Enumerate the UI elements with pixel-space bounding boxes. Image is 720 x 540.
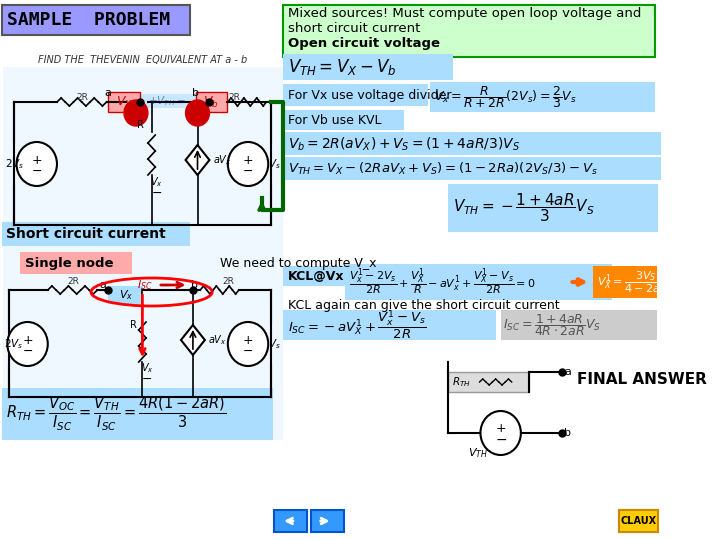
FancyBboxPatch shape — [3, 278, 283, 440]
Text: $-$: $-$ — [243, 164, 253, 177]
Circle shape — [17, 142, 57, 186]
Text: $-$: $-$ — [150, 186, 162, 199]
Text: $aV_x$: $aV_x$ — [213, 153, 232, 167]
Text: $aV_x$: $aV_x$ — [207, 333, 226, 347]
Text: Mixed sources! Must compute open loop voltage and: Mixed sources! Must compute open loop vo… — [287, 8, 641, 21]
Text: +: + — [32, 153, 42, 166]
Text: $V_{TH}$: $V_{TH}$ — [468, 446, 487, 460]
Circle shape — [228, 142, 269, 186]
Text: FINAL ANSWER: FINAL ANSWER — [577, 373, 707, 388]
Text: For Vx use voltage divider: For Vx use voltage divider — [287, 89, 451, 102]
Text: $\dfrac{V_x^1-2V_s}{2R}+\dfrac{V_X^1}{R}-aV_x^1+\dfrac{V_X^1-V_s}{2R}=0$: $\dfrac{V_x^1-2V_s}{2R}+\dfrac{V_X^1}{R}… — [349, 266, 536, 298]
Circle shape — [7, 322, 48, 366]
FancyBboxPatch shape — [136, 94, 199, 108]
Text: $V_{TH} = V_X - V_b$: $V_{TH} = V_X - V_b$ — [287, 57, 396, 77]
Text: $V_s$: $V_s$ — [269, 157, 281, 171]
FancyBboxPatch shape — [310, 510, 343, 532]
Text: +: + — [22, 334, 33, 347]
Text: Short circuit current: Short circuit current — [6, 227, 166, 241]
FancyBboxPatch shape — [283, 310, 496, 340]
Text: Open circuit voltage: Open circuit voltage — [287, 37, 439, 51]
Text: a: a — [99, 280, 107, 290]
FancyBboxPatch shape — [619, 510, 658, 532]
Circle shape — [186, 100, 210, 126]
Text: FIND THE  THEVENIN  EQUIVALENT AT a - b: FIND THE THEVENIN EQUIVALENT AT a - b — [37, 55, 247, 65]
FancyBboxPatch shape — [283, 5, 655, 57]
Circle shape — [124, 100, 148, 126]
Text: +: + — [243, 334, 253, 347]
Text: $V_x$: $V_x$ — [150, 175, 163, 189]
Text: We need to compute V_x: We need to compute V_x — [220, 256, 377, 269]
FancyBboxPatch shape — [2, 388, 273, 440]
Text: $V_X$: $V_X$ — [116, 94, 132, 110]
Text: KCL@Vx: KCL@Vx — [287, 269, 344, 282]
Text: +: + — [243, 153, 253, 166]
Text: For Vb use KVL: For Vb use KVL — [287, 113, 381, 126]
Text: $-$: $-$ — [31, 164, 42, 177]
FancyBboxPatch shape — [2, 222, 190, 246]
Text: a: a — [104, 88, 111, 98]
Text: 2R: 2R — [222, 278, 234, 287]
Text: 2R: 2R — [68, 278, 79, 287]
FancyBboxPatch shape — [109, 92, 140, 112]
Text: $2V_s$: $2V_s$ — [4, 157, 24, 171]
Text: $V_x$: $V_x$ — [119, 288, 133, 302]
Text: $V_b$: $V_b$ — [204, 94, 219, 110]
FancyBboxPatch shape — [283, 54, 453, 80]
Text: $2V_s$: $2V_s$ — [4, 337, 23, 351]
FancyBboxPatch shape — [274, 510, 307, 532]
Polygon shape — [181, 325, 205, 355]
FancyBboxPatch shape — [283, 157, 662, 180]
Text: b: b — [192, 88, 199, 98]
Text: $+V_{TH}-$: $+V_{TH}-$ — [148, 94, 186, 108]
FancyBboxPatch shape — [283, 110, 404, 130]
FancyBboxPatch shape — [3, 67, 283, 295]
Polygon shape — [186, 145, 210, 175]
FancyBboxPatch shape — [500, 310, 657, 340]
FancyBboxPatch shape — [346, 264, 612, 300]
Text: 2R: 2R — [228, 92, 240, 102]
FancyBboxPatch shape — [593, 266, 657, 298]
Text: b: b — [564, 428, 571, 438]
FancyBboxPatch shape — [283, 266, 346, 286]
Text: $V_x = \dfrac{R}{R+2R}(2V_s) = \dfrac{2}{3}V_s$: $V_x = \dfrac{R}{R+2R}(2V_s) = \dfrac{2}… — [433, 84, 576, 110]
Text: $R_{TH}$: $R_{TH}$ — [452, 375, 471, 389]
Text: CLAUX: CLAUX — [621, 516, 657, 526]
FancyBboxPatch shape — [196, 92, 227, 112]
Text: $-$: $-$ — [243, 343, 253, 356]
Text: Single node: Single node — [24, 256, 113, 269]
Text: a: a — [564, 367, 571, 377]
Text: $I_{SC}=\dfrac{1+4aR}{4R\cdot 2aR}V_S$: $I_{SC}=\dfrac{1+4aR}{4R\cdot 2aR}V_S$ — [503, 312, 602, 338]
Text: $R_{TH} = \dfrac{V_{OC}}{I_{SC}} = \dfrac{V_{TH}}{I_{SC}} = \dfrac{4R(1-2aR)}{3}: $R_{TH} = \dfrac{V_{OC}}{I_{SC}} = \dfra… — [6, 395, 227, 433]
Text: b: b — [192, 280, 198, 290]
FancyBboxPatch shape — [109, 286, 143, 304]
Text: short circuit current: short circuit current — [287, 23, 420, 36]
Text: $V_{TH} = -\dfrac{1+4aR}{3}V_S$: $V_{TH} = -\dfrac{1+4aR}{3}V_S$ — [453, 192, 595, 225]
Text: R: R — [137, 120, 144, 130]
FancyBboxPatch shape — [283, 84, 428, 106]
FancyBboxPatch shape — [449, 372, 529, 392]
Circle shape — [480, 411, 521, 455]
FancyBboxPatch shape — [430, 82, 655, 112]
Text: $I_{SC} = -aV_X^1+\dfrac{V_x^1-V_s}{2R}$: $I_{SC} = -aV_X^1+\dfrac{V_x^1-V_s}{2R}$ — [287, 308, 426, 342]
FancyBboxPatch shape — [2, 5, 190, 35]
Text: $V_x$: $V_x$ — [140, 361, 153, 375]
Text: $-$: $-$ — [495, 432, 507, 446]
Text: $-$: $-$ — [141, 372, 153, 384]
Text: R: R — [130, 320, 137, 330]
Text: $V_b = 2R(aV_X)+V_S = (1+4aR/3)V_S$: $V_b = 2R(aV_X)+V_S = (1+4aR/3)V_S$ — [287, 136, 520, 153]
Text: 2R: 2R — [77, 92, 89, 102]
FancyBboxPatch shape — [449, 184, 658, 232]
Circle shape — [228, 322, 269, 366]
Text: +: + — [495, 422, 506, 435]
Text: $V_X^1=\dfrac{3V_S}{4-2aR}$: $V_X^1=\dfrac{3V_S}{4-2aR}$ — [597, 269, 669, 295]
Text: $V_{TH} = V_X-(2RaV_X+V_S) = (1-2Ra)(2V_S/3)-V_s$: $V_{TH} = V_X-(2RaV_X+V_S) = (1-2Ra)(2V_… — [287, 161, 598, 177]
FancyBboxPatch shape — [20, 252, 132, 274]
Text: $V_s$: $V_s$ — [269, 337, 281, 351]
FancyBboxPatch shape — [283, 132, 662, 155]
Text: SAMPLE  PROBLEM: SAMPLE PROBLEM — [7, 11, 171, 29]
Text: KCL again can give the short circuit current: KCL again can give the short circuit cur… — [287, 300, 559, 313]
Text: $-$: $-$ — [22, 343, 33, 356]
Text: $I_{SC}$: $I_{SC}$ — [138, 278, 153, 292]
